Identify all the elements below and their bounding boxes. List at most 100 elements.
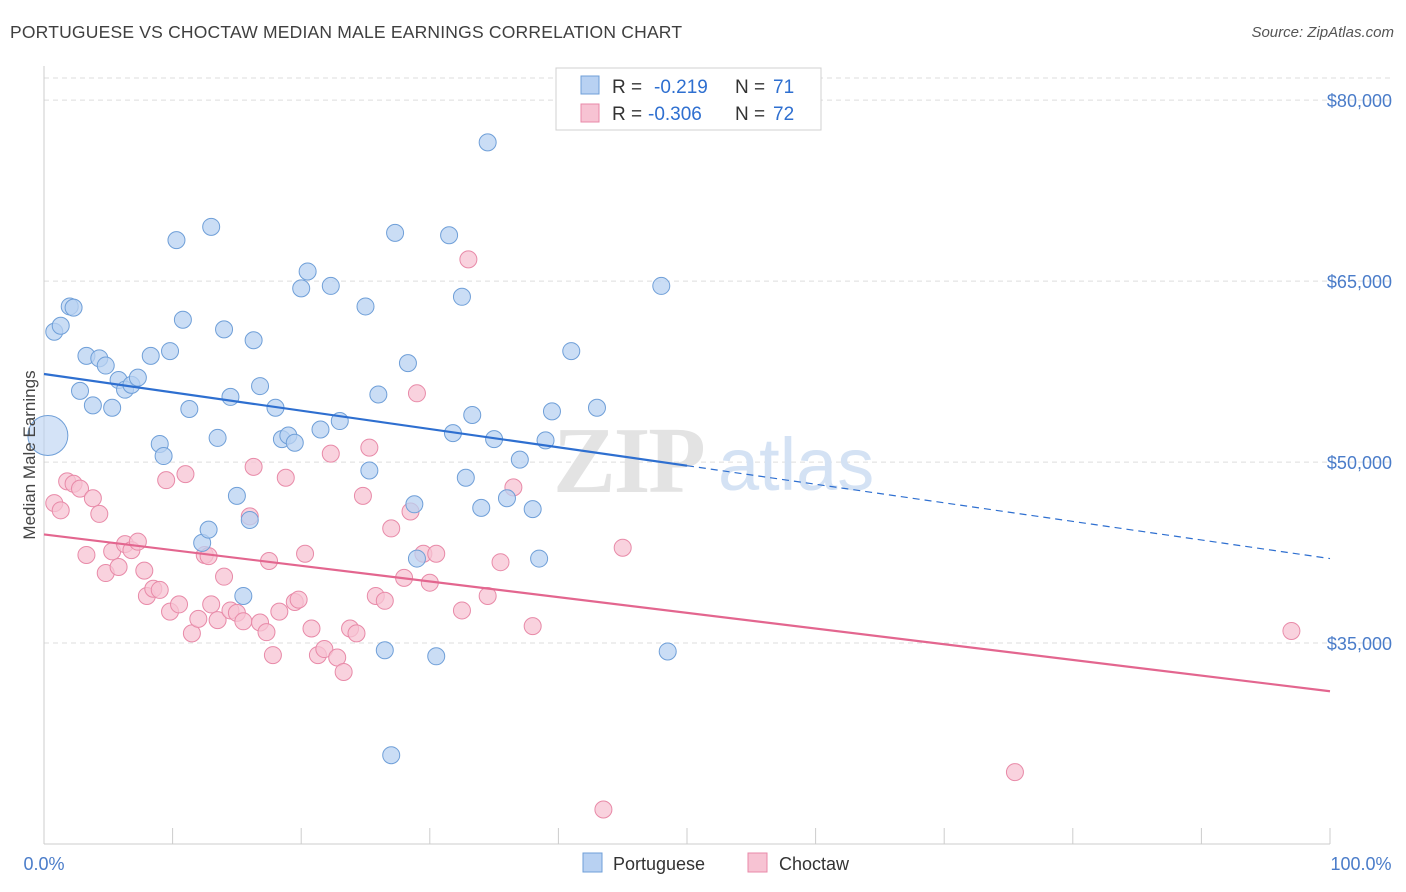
choctaw-point xyxy=(459,250,478,269)
legend-r-label-1: R = xyxy=(612,77,642,98)
portuguese-point xyxy=(285,433,304,452)
portuguese-point xyxy=(652,276,671,295)
watermark-zip: ZIP xyxy=(553,409,704,513)
portuguese-point xyxy=(311,420,330,439)
choctaw-point xyxy=(289,590,308,609)
legend-stats: R = -0.219 N = 71 R = -0.306 N = 72 xyxy=(555,67,822,131)
portuguese-point xyxy=(440,226,459,245)
choctaw-point xyxy=(83,489,102,508)
trend-lines xyxy=(43,372,1331,693)
choctaw-point xyxy=(150,580,169,599)
watermark-atlas: atlas xyxy=(718,423,874,506)
portuguese-point xyxy=(427,647,446,666)
portuguese-point xyxy=(240,510,259,529)
portuguese-point xyxy=(244,331,263,350)
portuguese-point xyxy=(292,279,311,298)
choctaw-point xyxy=(353,486,372,505)
choctaw-point xyxy=(208,611,227,630)
portuguese-point xyxy=(215,320,234,339)
portuguese-point xyxy=(180,399,199,418)
choctaw-point xyxy=(109,558,128,577)
legend-r-value-1: -0.219 xyxy=(654,77,708,98)
portuguese-point xyxy=(386,223,405,242)
legend-n-value-2: 72 xyxy=(773,104,794,125)
watermark: ZIP atlas xyxy=(553,409,874,513)
choctaw-point xyxy=(135,561,154,580)
legend-swatch-portuguese xyxy=(580,75,600,95)
choctaw-point xyxy=(51,501,70,520)
legend-n-label-2: N = xyxy=(735,104,765,125)
portuguese-point xyxy=(234,586,253,605)
y-tick-label: $80,000 xyxy=(1327,91,1392,111)
y-tick-label: $35,000 xyxy=(1327,634,1392,654)
portuguese-point xyxy=(221,387,240,406)
choctaw-point xyxy=(382,519,401,538)
portuguese-point xyxy=(356,297,375,316)
portuguese-point xyxy=(173,310,192,329)
legend-bottom-portuguese: Portuguese xyxy=(613,854,705,874)
choctaw-point xyxy=(263,646,282,665)
portuguese-point xyxy=(71,381,90,400)
choctaw-point xyxy=(375,591,394,610)
x-tick-label-min: 0.0% xyxy=(23,854,64,874)
choctaw-point xyxy=(170,595,189,614)
portuguese-point xyxy=(208,428,227,447)
portuguese-point xyxy=(478,133,497,152)
portuguese-point xyxy=(202,217,221,236)
choctaw-point xyxy=(202,595,221,614)
choctaw-point xyxy=(523,617,542,636)
choctaw-point xyxy=(315,640,334,659)
portuguese-point xyxy=(199,520,218,539)
portuguese-point xyxy=(463,406,482,425)
choctaw-point xyxy=(302,619,321,638)
portuguese-point xyxy=(510,450,529,469)
x-tick-label-max: 100.0% xyxy=(1330,854,1391,874)
choctaw-point xyxy=(77,545,96,564)
choctaw-point xyxy=(71,479,90,498)
choctaw-point xyxy=(270,602,289,621)
legend-r-value-2: -0.306 xyxy=(648,104,702,125)
portuguese-point xyxy=(83,396,102,415)
portuguese-point xyxy=(587,398,606,417)
legend-series: Portuguese Choctaw xyxy=(582,852,850,874)
chart-title: PORTUGUESE VS CHOCTAW MEDIAN MALE EARNIN… xyxy=(10,22,683,42)
choctaw-point xyxy=(407,384,426,403)
legend-bottom-choctaw: Choctaw xyxy=(779,854,850,874)
y-tick-label: $65,000 xyxy=(1327,272,1392,292)
choctaw-point xyxy=(90,504,109,523)
portuguese-point xyxy=(154,447,173,466)
portuguese-point xyxy=(472,498,491,517)
portuguese-point xyxy=(382,746,401,765)
y-tick-label: $50,000 xyxy=(1327,453,1392,473)
legend-r-label-2: R = xyxy=(612,104,642,125)
portuguese-point xyxy=(96,356,115,375)
portuguese-point xyxy=(251,377,270,396)
portuguese-trend-extension xyxy=(686,465,1331,560)
choctaw-point xyxy=(234,612,253,631)
choctaw-point xyxy=(360,438,379,457)
legend-bottom-swatch-portuguese xyxy=(582,852,603,873)
portuguese-point xyxy=(128,368,147,387)
portuguese-point xyxy=(27,415,69,457)
portuguese-point xyxy=(456,468,475,487)
legend-swatch-choctaw xyxy=(580,103,600,123)
choctaw-point xyxy=(176,465,195,484)
choctaw-point xyxy=(1005,763,1024,782)
choctaw-point xyxy=(321,444,340,463)
legend-n-label-1: N = xyxy=(735,77,765,98)
choctaw-point xyxy=(1282,621,1301,640)
legend-n-value-1: 71 xyxy=(773,77,794,98)
choctaw-trend-line xyxy=(43,533,1331,693)
portuguese-point xyxy=(398,354,417,373)
portuguese-point xyxy=(227,486,246,505)
choctaw-point xyxy=(594,800,613,819)
portuguese-point xyxy=(497,489,516,508)
legend-bottom-swatch-choctaw xyxy=(747,852,768,873)
portuguese-point xyxy=(452,287,471,306)
portuguese-point xyxy=(167,231,186,250)
portuguese-point xyxy=(407,549,426,568)
portuguese-point xyxy=(375,641,394,660)
choctaw-point xyxy=(347,624,366,643)
choctaw-point xyxy=(257,623,276,642)
